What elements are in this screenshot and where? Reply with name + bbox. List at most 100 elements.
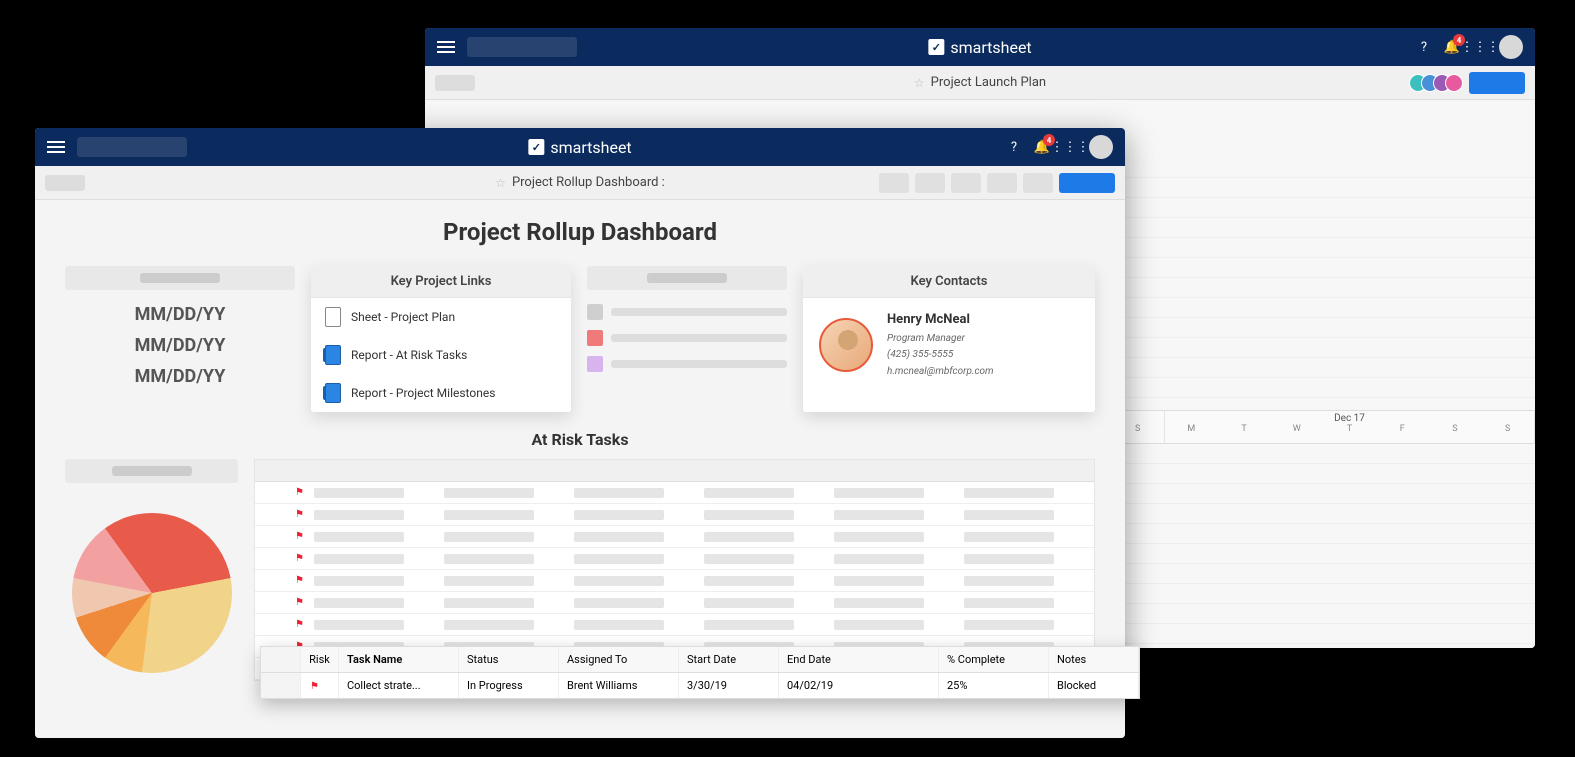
contacts-header: Key Contacts	[803, 266, 1095, 298]
apps-icon[interactable]: ⋮⋮⋮	[1471, 38, 1489, 56]
apps-icon[interactable]: ⋮⋮⋮	[1061, 138, 1079, 156]
grid-cell	[444, 576, 534, 586]
grid-cell	[834, 598, 924, 608]
toolbar-btn[interactable]	[915, 173, 945, 193]
notification-icon[interactable]: 🔔4	[1443, 38, 1461, 56]
user-avatar[interactable]	[1499, 35, 1523, 59]
grid-cell	[574, 554, 664, 564]
toolbar-btn[interactable]	[987, 173, 1017, 193]
grid-cell	[834, 576, 924, 586]
grid-cell	[314, 488, 404, 498]
cell-start[interactable]: 3/30/19	[679, 673, 779, 698]
cell-notes[interactable]: Blocked	[1049, 673, 1139, 698]
grid-cell	[314, 598, 404, 608]
grid-header	[255, 460, 1094, 482]
widget-header	[65, 266, 295, 290]
grid-cell	[834, 488, 924, 498]
report-icon	[325, 345, 341, 365]
status-widget	[587, 266, 787, 412]
contacts-widget: Key Contacts Henry McNeal Program Manage…	[803, 266, 1095, 412]
gutter	[261, 647, 301, 672]
brand-icon: ✓	[928, 39, 944, 55]
widget-header	[65, 459, 238, 483]
cell-pct[interactable]: 25%	[939, 673, 1049, 698]
status-row	[587, 304, 787, 320]
contact-role: Program Manager	[887, 333, 965, 344]
grid-cell	[574, 576, 664, 586]
status-color	[587, 304, 603, 320]
grid-cell	[964, 620, 1054, 630]
table-row[interactable]: ⚑ Collect strate... In Progress Brent Wi…	[261, 673, 1139, 698]
toolbar-btn[interactable]	[951, 173, 981, 193]
grid-row[interactable]: ⚑	[255, 504, 1094, 526]
link-item[interactable]: Sheet - Project Plan	[311, 298, 571, 336]
flag-icon: ⚑	[295, 531, 304, 542]
cell-task[interactable]: Collect strate...	[339, 673, 459, 698]
user-avatar[interactable]	[1089, 135, 1113, 159]
menu-icon[interactable]	[47, 138, 65, 156]
grid-row[interactable]: ⚑	[255, 592, 1094, 614]
cell-end[interactable]: 04/02/19	[779, 673, 939, 698]
grid-row[interactable]: ⚑	[255, 614, 1094, 636]
grid-cell	[964, 532, 1054, 542]
status-row	[587, 330, 787, 346]
topbar-front: ✓ smartsheet ? 🔔4 ⋮⋮⋮	[35, 128, 1125, 166]
primary-button[interactable]	[1059, 173, 1115, 193]
help-icon[interactable]: ?	[1005, 138, 1023, 156]
cell-status[interactable]: In Progress	[459, 673, 559, 698]
dashboard-title-text: Project Rollup Dashboard :	[512, 175, 665, 190]
grid-row[interactable]: ⚑	[255, 570, 1094, 592]
subbar-placeholder	[45, 175, 85, 191]
status-row	[587, 356, 787, 372]
toolbar-btn[interactable]	[1023, 173, 1053, 193]
grid-row[interactable]: ⚑	[255, 482, 1094, 504]
brand-logo: ✓ smartsheet	[928, 38, 1031, 57]
sheet-icon	[325, 307, 341, 327]
metric-value: MM/DD/YY	[65, 304, 295, 325]
metrics-widget: MM/DD/YYMM/DD/YYMM/DD/YY	[65, 266, 295, 412]
grid-cell	[314, 576, 404, 586]
links-header: Key Project Links	[311, 266, 571, 298]
col-end: End Date	[779, 647, 939, 672]
grid-cell	[574, 510, 664, 520]
metric-value: MM/DD/YY	[65, 366, 295, 387]
pie-widget	[65, 459, 238, 681]
task-table: Risk Task Name Status Assigned To Start …	[260, 646, 1140, 699]
page-heading: Project Rollup Dashboard	[65, 218, 1095, 246]
menu-icon[interactable]	[437, 38, 455, 56]
grid-cell	[704, 554, 794, 564]
grid-row[interactable]: ⚑	[255, 548, 1094, 570]
sheet-title: ☆ Project Launch Plan	[914, 75, 1046, 90]
star-icon[interactable]: ☆	[495, 176, 506, 190]
col-pct: % Complete	[939, 647, 1049, 672]
grid-cell	[704, 488, 794, 498]
grid-cell	[834, 620, 924, 630]
grid-cell	[704, 620, 794, 630]
notification-icon[interactable]: 🔔4	[1033, 138, 1051, 156]
collaborator-avatars[interactable]	[1415, 74, 1463, 92]
dashboard-title: ☆ Project Rollup Dashboard :	[495, 175, 665, 190]
flag-icon: ⚑	[310, 681, 319, 692]
status-bar	[611, 334, 787, 342]
toolbar-buttons	[879, 173, 1115, 193]
grid-cell	[314, 532, 404, 542]
share-button[interactable]	[1469, 72, 1525, 94]
grid-cell	[444, 488, 534, 498]
brand-text: smartsheet	[550, 138, 631, 157]
subbar-placeholder	[435, 75, 475, 91]
contact-avatar	[819, 318, 873, 372]
grid-row[interactable]: ⚑	[255, 526, 1094, 548]
grid-cell	[834, 532, 924, 542]
link-item[interactable]: Report - At Risk Tasks	[311, 336, 571, 374]
toolbar-btn[interactable]	[879, 173, 909, 193]
star-icon[interactable]: ☆	[914, 76, 925, 90]
contact-info: Henry McNeal Program Manager (425) 355-5…	[887, 310, 994, 379]
cell-assigned[interactable]: Brent Williams	[559, 673, 679, 698]
sheet-title-text: Project Launch Plan	[931, 75, 1046, 90]
grid-cell	[574, 488, 664, 498]
subbar-front: ☆ Project Rollup Dashboard :	[35, 166, 1125, 200]
grid-cell	[574, 532, 664, 542]
help-icon[interactable]: ?	[1415, 38, 1433, 56]
link-item[interactable]: Report - Project Milestones	[311, 374, 571, 412]
grid-cell	[704, 510, 794, 520]
